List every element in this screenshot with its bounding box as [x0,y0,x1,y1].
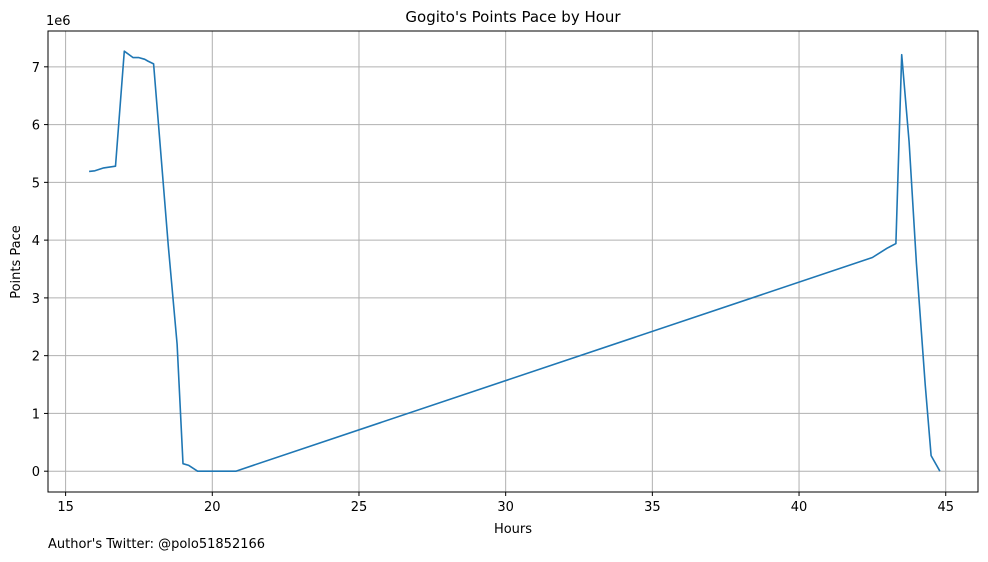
y-tick-label: 3 [32,292,40,307]
y-tick-label: 2 [32,350,40,365]
chart-title: Gogito's Points Pace by Hour [405,8,621,26]
y-tick-label: 7 [32,61,40,76]
y-tick-label: 5 [32,176,40,191]
x-tick-label: 15 [57,500,74,515]
x-tick-label: 30 [497,500,514,515]
y-tick-label: 4 [32,234,40,249]
grid-lines [48,31,978,492]
y-tick-label: 0 [32,465,40,480]
y-tick-label: 6 [32,119,40,134]
x-tick-label: 25 [351,500,368,515]
y-tick-label: 1 [32,407,40,422]
x-axis-label: Hours [494,522,532,537]
y-axis-multiplier: 1e6 [46,14,71,29]
series-layer [89,50,941,473]
x-tick-label: 35 [644,500,661,515]
x-tick-label: 20 [204,500,221,515]
x-tick-label: 40 [791,500,808,515]
series-line [89,50,941,473]
author-credit: Author's Twitter: @polo51852166 [48,537,266,552]
x-tick-label: 45 [937,500,954,515]
y-axis-label: Points Pace [9,225,24,299]
plot-frame [47,30,979,493]
